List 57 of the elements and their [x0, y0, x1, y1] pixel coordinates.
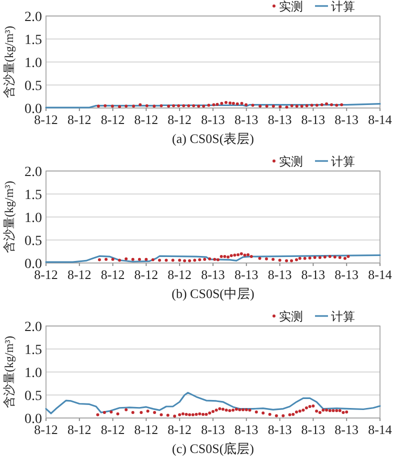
- x-tick-label: 8-13: [201, 112, 225, 127]
- x-tick-label: 8-13: [268, 112, 292, 127]
- x-tick-label: 8-12: [134, 112, 158, 127]
- x-tick-label: 8-13: [268, 422, 292, 437]
- x-tick-label: 8-12: [100, 422, 125, 437]
- x-tick-label: 8-12: [34, 112, 58, 127]
- x-tick-label: 8-12: [168, 422, 192, 437]
- y-tick-label: 2.0: [24, 165, 42, 180]
- legend-label: 计算: [331, 0, 355, 14]
- y-tick-label: 2.0: [24, 320, 42, 335]
- y-axis-title: 含沙量(kg/m³): [2, 26, 16, 98]
- text: (b) CS0S(中层): [172, 286, 254, 301]
- text: (a) CS0S(表层): [172, 131, 254, 146]
- x-tick-label: 8-12: [100, 267, 125, 282]
- y-tick-label: 0.5: [24, 234, 42, 249]
- x-tick-label: 8-13: [301, 422, 326, 437]
- text: (c) CS0S(底层): [172, 441, 254, 456]
- y-tick-label: 0.5: [24, 79, 42, 94]
- x-tick-label: 8-14: [368, 422, 392, 437]
- x-tick-label: 8-14: [368, 112, 392, 127]
- x-tick-label: 8-13: [201, 422, 225, 437]
- x-tick-label: 8-12: [100, 112, 125, 127]
- x-tick-label: 8-13: [201, 267, 225, 282]
- y-tick-label: 2.0: [24, 10, 42, 25]
- y-axis-title: 含沙量(kg/m³): [2, 180, 16, 254]
- x-tick-label: 8-12: [34, 422, 58, 437]
- x-tick-label: 8-12: [134, 267, 158, 282]
- legend-label: 计算: [331, 154, 355, 168]
- y-tick-label: 1.0: [24, 56, 42, 71]
- x-tick-label: 8-13: [268, 267, 292, 282]
- x-tick-label: 8-12: [67, 267, 92, 282]
- x-tick-label: 8-14: [368, 267, 392, 282]
- legend-label: 计算: [331, 310, 355, 324]
- x-tick-label: 8-13: [334, 112, 359, 127]
- legend-label: 实测: [279, 0, 303, 14]
- y-axis-title: 含沙量(kg/m³): [2, 336, 16, 408]
- legend-label: 实测: [279, 310, 303, 324]
- x-tick-label: 8-12: [134, 422, 158, 437]
- x-tick-label: 8-13: [334, 422, 359, 437]
- x-tick-label: 8-12: [168, 267, 192, 282]
- x-tick-label: 8-13: [301, 112, 326, 127]
- x-tick-label: 8-13: [234, 112, 258, 127]
- y-tick-label: 1.5: [24, 33, 42, 48]
- x-tick-label: 8-13: [234, 267, 258, 282]
- legend-label: 实测: [279, 154, 303, 168]
- x-tick-label: 8-12: [67, 112, 92, 127]
- x-tick-label: 8-12: [34, 267, 58, 282]
- y-tick-label: 1.5: [24, 188, 42, 203]
- x-tick-label: 8-13: [301, 267, 326, 282]
- x-tick-label: 8-13: [234, 422, 258, 437]
- y-tick-label: 1.0: [24, 211, 42, 226]
- x-tick-label: 8-12: [67, 422, 92, 437]
- y-tick-label: 1.5: [24, 343, 42, 358]
- y-tick-label: 0.5: [24, 389, 42, 404]
- x-tick-label: 8-12: [168, 112, 192, 127]
- y-tick-label: 1.0: [24, 366, 42, 381]
- x-tick-label: 8-13: [334, 267, 359, 282]
